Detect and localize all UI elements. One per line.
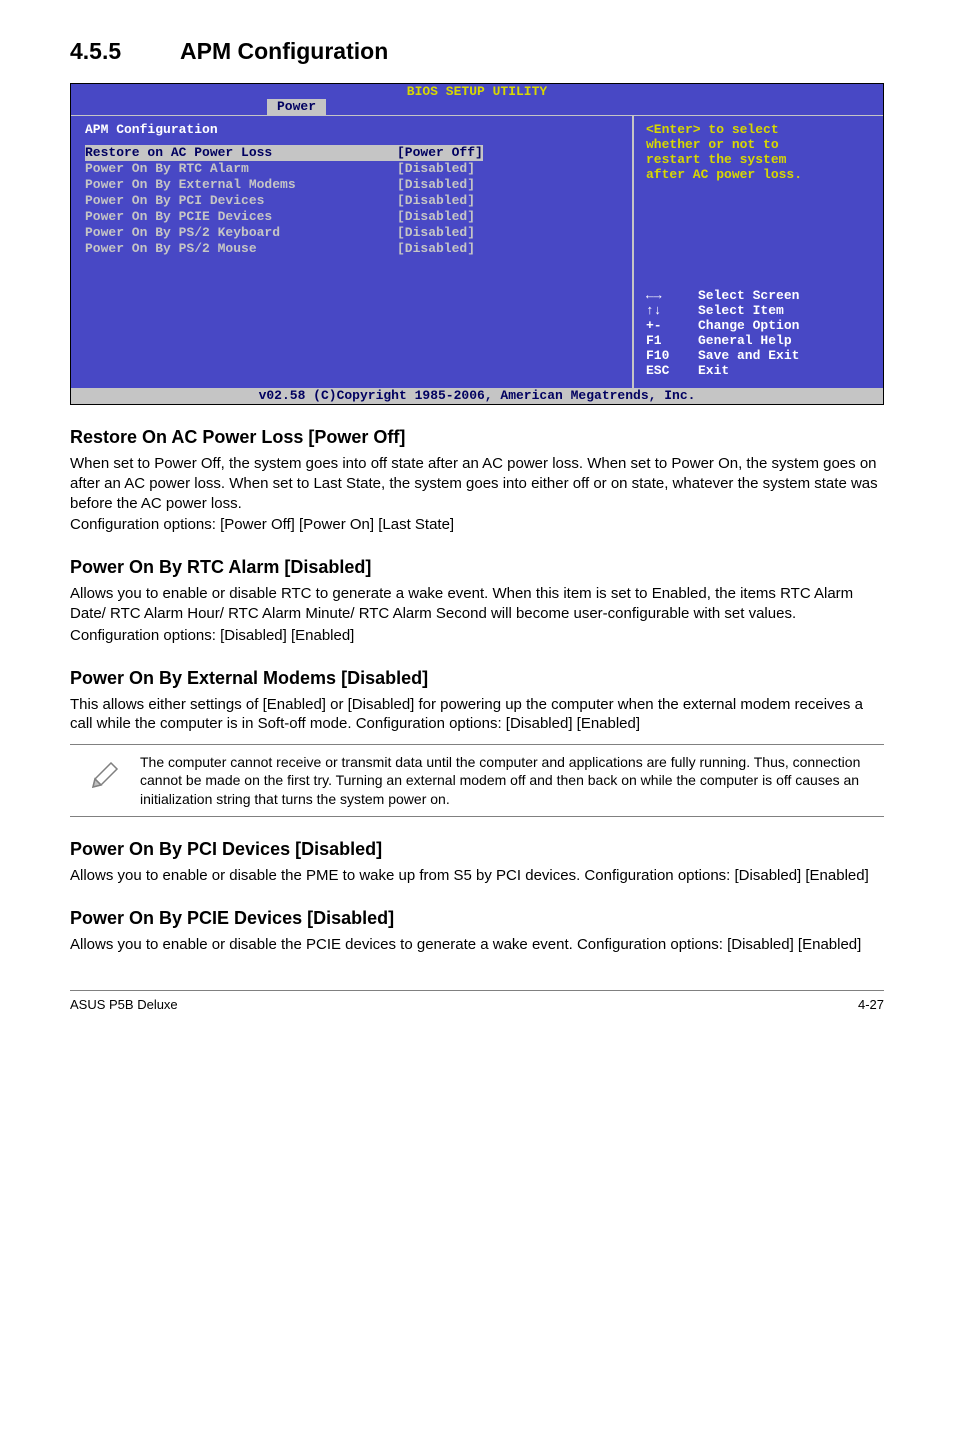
bios-legend-key: +- [646, 318, 698, 333]
subsection-heading: Restore On AC Power Loss [Power Off] [70, 427, 884, 448]
subsection-paragraph: When set to Power Off, the system goes i… [70, 454, 884, 513]
bios-help-line: restart the system [646, 152, 871, 167]
bios-tab-spacer [71, 99, 267, 115]
bios-option-value: [Disabled] [397, 161, 475, 177]
bios-option-row[interactable]: Power On By RTC Alarm[Disabled] [85, 161, 618, 177]
bios-option-label: Power On By External Modems [85, 177, 397, 193]
note-box: The computer cannot receive or transmit … [70, 744, 884, 817]
subsection-heading: Power On By PCIE Devices [Disabled] [70, 908, 884, 929]
bios-option-row[interactable]: Power On By External Modems[Disabled] [85, 177, 618, 193]
pencil-icon [70, 753, 140, 793]
bios-option-row[interactable]: Restore on AC Power Loss[Power Off] [85, 145, 618, 161]
subsection-paragraph: Configuration options: [Disabled] [Enabl… [70, 626, 884, 646]
bios-option-label: Power On By PCIE Devices [85, 209, 397, 225]
bios-panel-title: APM Configuration [85, 122, 618, 137]
bios-key-legend: ←→Select Screen↑↓Select Item+-Change Opt… [646, 288, 873, 378]
subsection-heading: Power On By PCI Devices [Disabled] [70, 839, 884, 860]
bios-legend-desc: Change Option [698, 318, 799, 333]
bios-option-value: [Disabled] [397, 177, 475, 193]
page-container: 4.5.5APM Configuration BIOS SETUP UTILIT… [0, 0, 954, 1052]
bios-option-row[interactable]: Power On By PS/2 Keyboard[Disabled] [85, 225, 618, 241]
bios-legend-key: F1 [646, 333, 698, 348]
bios-option-value: [Disabled] [397, 209, 475, 225]
bios-help-line: after AC power loss. [646, 167, 871, 182]
bios-option-row[interactable]: Power On By PCI Devices[Disabled] [85, 193, 618, 209]
bios-option-value: [Power Off] [397, 145, 483, 161]
bios-legend-key: ESC [646, 363, 698, 378]
subsection-paragraph: Allows you to enable or disable the PCIE… [70, 935, 884, 955]
section-heading: 4.5.5APM Configuration [70, 38, 884, 65]
bios-legend-desc: Select Item [698, 303, 784, 318]
note-text: The computer cannot receive or transmit … [140, 753, 884, 808]
subsection-heading: Power On By External Modems [Disabled] [70, 668, 884, 689]
bios-option-label: Power On By PS/2 Keyboard [85, 225, 397, 241]
bios-tab-row: Power [71, 99, 883, 115]
bios-legend-desc: General Help [698, 333, 792, 348]
bios-option-row[interactable]: Power On By PCIE Devices[Disabled] [85, 209, 618, 225]
bios-option-value: [Disabled] [397, 193, 475, 209]
bios-left-panel: APM Configuration Restore on AC Power Lo… [71, 116, 632, 388]
bios-help-line: whether or not to [646, 137, 871, 152]
bios-legend-key: ←→ [646, 288, 698, 303]
bios-footer: v02.58 (C)Copyright 1985-2006, American … [71, 388, 883, 404]
bios-legend-row: F1General Help [646, 333, 873, 348]
bios-legend-row: ←→Select Screen [646, 288, 873, 303]
bios-help-text: <Enter> to selectwhether or not torestar… [646, 122, 871, 182]
bios-legend-desc: Exit [698, 363, 729, 378]
footer-left: ASUS P5B Deluxe [70, 997, 178, 1012]
section-number: 4.5.5 [70, 38, 180, 65]
bios-legend-row: F10Save and Exit [646, 348, 873, 363]
subsection-paragraph: This allows either settings of [Enabled]… [70, 695, 884, 735]
bios-header-title: BIOS SETUP UTILITY [71, 84, 883, 99]
bios-right-panel: <Enter> to selectwhether or not torestar… [632, 116, 883, 388]
page-footer: ASUS P5B Deluxe 4-27 [70, 990, 884, 1012]
bios-legend-row: ↑↓Select Item [646, 303, 873, 318]
bios-legend-row: ESCExit [646, 363, 873, 378]
subsection-paragraph: Allows you to enable or disable RTC to g… [70, 584, 884, 624]
bios-tab-spacer [326, 99, 883, 115]
subsection-paragraph: Allows you to enable or disable the PME … [70, 866, 884, 886]
bios-legend-desc: Select Screen [698, 288, 799, 303]
subsection-heading: Power On By RTC Alarm [Disabled] [70, 557, 884, 578]
bios-body: APM Configuration Restore on AC Power Lo… [71, 115, 883, 388]
bios-help-line: <Enter> to select [646, 122, 871, 137]
bios-option-value: [Disabled] [397, 225, 475, 241]
section-title: APM Configuration [180, 38, 388, 64]
bios-option-label: Power On By PCI Devices [85, 193, 397, 209]
bios-option-label: Power On By PS/2 Mouse [85, 241, 397, 257]
bios-tab-active[interactable]: Power [267, 99, 326, 115]
bios-legend-key: F10 [646, 348, 698, 363]
footer-right: 4-27 [858, 997, 884, 1012]
bios-option-label: Power On By RTC Alarm [85, 161, 397, 177]
bios-option-row[interactable]: Power On By PS/2 Mouse[Disabled] [85, 241, 618, 257]
bios-option-label: Restore on AC Power Loss [85, 145, 397, 161]
subsection-paragraph: Configuration options: [Power Off] [Powe… [70, 515, 884, 535]
bios-legend-row: +-Change Option [646, 318, 873, 333]
bios-legend-key: ↑↓ [646, 303, 698, 318]
bios-legend-desc: Save and Exit [698, 348, 799, 363]
bios-rows: Restore on AC Power Loss[Power Off]Power… [85, 145, 618, 257]
bios-option-value: [Disabled] [397, 241, 475, 257]
bios-screenshot: BIOS SETUP UTILITY Power APM Configurati… [70, 83, 884, 405]
